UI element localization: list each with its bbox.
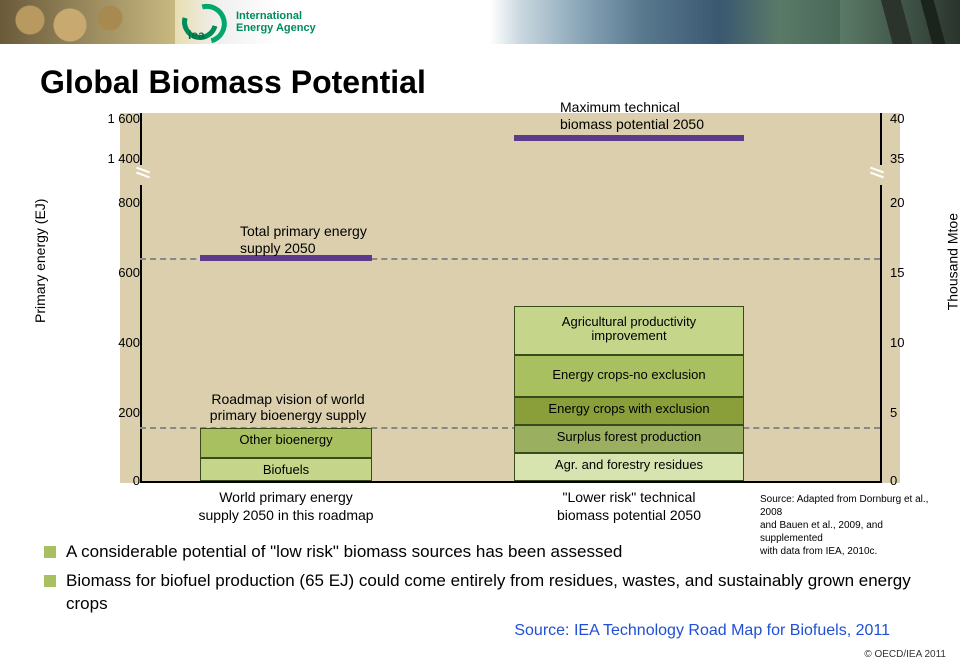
max-technical-label: Maximum technicalbiomass potential 2050	[560, 99, 704, 133]
ytick-left: 1 600	[102, 111, 140, 126]
ytick-right: 10	[890, 335, 912, 350]
supply-label: Total primary energysupply 2050	[240, 223, 367, 257]
iea-logo-icon: iea	[178, 2, 230, 42]
copyright-footer: © OECD/IEA 2011	[864, 649, 946, 660]
y-axis-right-label: Thousand Mtoe	[944, 213, 960, 310]
header-photo-right	[840, 0, 960, 44]
biomass-chart: Primary energy (EJ) Thousand Mtoe 1 600 …	[40, 113, 920, 533]
ytick-right: 5	[890, 405, 912, 420]
chart-source-note: Source: Adapted from Dornburg et al., 20…	[760, 493, 930, 558]
x-label-left: World primary energysupply 2050 in this …	[186, 489, 386, 524]
header-band: iea International Energy Agency	[0, 0, 960, 44]
header-photo-left	[0, 0, 175, 44]
ytick-right: 20	[890, 195, 912, 210]
agency-name: International Energy Agency	[236, 10, 316, 34]
ytick-left: 1 400	[102, 151, 140, 166]
ytick-left: 200	[102, 405, 140, 420]
iea-logo-text: iea	[188, 28, 205, 42]
right-bar-seg: Surplus forest production	[514, 425, 744, 453]
bullet-square-icon	[44, 575, 56, 587]
ytick-right: 40	[890, 111, 912, 126]
y-axis-left-label: Primary energy (EJ)	[32, 199, 48, 323]
x-label-right: "Lower risk" technicalbiomass potential …	[510, 489, 748, 524]
right-bar-seg: Agr. and forestry residues	[514, 453, 744, 481]
right-bar-seg: Energy crops with exclusion	[514, 397, 744, 425]
logo-block: iea International Energy Agency	[178, 2, 316, 42]
right-bar-seg: Agricultural productivityimprovement	[514, 306, 744, 355]
ytick-left: 400	[102, 335, 140, 350]
source-line: Source: IEA Technology Road Map for Biof…	[40, 622, 890, 640]
bullet-item: Biomass for biofuel production (65 EJ) c…	[40, 570, 920, 616]
left-bar-seg: Other bioenergy	[200, 428, 372, 458]
slide-title: Global Biomass Potential	[40, 64, 920, 101]
ytick-right: 35	[890, 151, 912, 166]
ytick-left: 800	[102, 195, 140, 210]
max-technical-line	[514, 135, 744, 141]
ytick-right: 15	[890, 265, 912, 280]
ytick-right: 0	[890, 473, 912, 488]
left-bar-seg: Biofuels	[200, 458, 372, 481]
ytick-left: 600	[102, 265, 140, 280]
ytick-left: 0	[102, 473, 140, 488]
right-bar-seg: Energy crops-no exclusion	[514, 355, 744, 397]
roadmap-label: Roadmap vision of worldprimary bioenergy…	[194, 391, 382, 423]
bullet-square-icon	[44, 546, 56, 558]
